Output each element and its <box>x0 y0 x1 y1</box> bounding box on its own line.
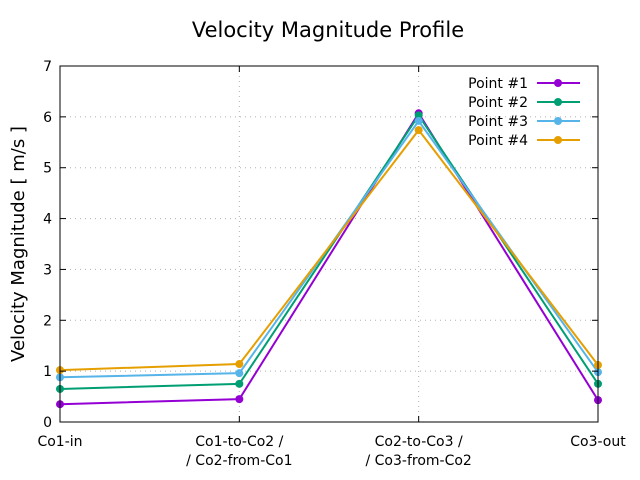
y-tick-label: 7 <box>43 59 52 75</box>
y-axis-label: Velocity Magnitude [ m/s ] <box>8 126 29 362</box>
series-2 <box>56 111 602 393</box>
legend-swatch-marker <box>554 79 562 87</box>
x-tick-label: Co1-to-Co2 // Co2-from-Co1 <box>186 434 292 469</box>
legend-swatch-marker <box>554 136 562 144</box>
legend-label: Point #2 <box>468 95 528 111</box>
y-tick-label: 4 <box>43 212 52 228</box>
series-line <box>59 113 599 390</box>
series-line <box>59 128 599 372</box>
plot-frame <box>59 65 599 423</box>
legend-label: Point #4 <box>468 133 528 149</box>
series-1 <box>56 109 602 409</box>
legend-swatch-marker <box>554 98 562 106</box>
data-point <box>235 395 244 404</box>
series-4 <box>56 126 602 375</box>
data-point <box>235 360 244 369</box>
series-layer <box>56 109 602 409</box>
x-tick-label: Co2-to-Co3 // Co3-from-Co2 <box>365 434 471 469</box>
series-line <box>59 111 599 406</box>
x-tick-label: Co1-in <box>37 434 82 450</box>
y-tick-label: 0 <box>43 415 52 431</box>
data-point <box>235 379 244 388</box>
x-tick-label: Co3-out <box>570 434 626 450</box>
y-tick-label: 3 <box>43 262 52 278</box>
legend-swatch-marker <box>554 117 562 125</box>
y-axis-ticks: 0 1 2 3 4 5 6 7 <box>43 59 598 431</box>
x-axis-ticks: Co1-in Co1-to-Co2 // Co2-from-Co1 Co2-to-C… <box>37 66 626 469</box>
legend-label: Point #1 <box>468 76 528 92</box>
data-point <box>414 111 423 120</box>
data-point <box>414 126 423 135</box>
y-tick-label: 1 <box>43 364 52 380</box>
legend: Point #1 Point #2 Point #3 Point #4 <box>468 76 580 149</box>
y-tick-label: 5 <box>43 161 52 177</box>
data-point <box>235 369 244 378</box>
y-tick-label: 6 <box>43 110 52 126</box>
chart-title: Velocity Magnitude Profile <box>192 18 464 42</box>
y-tick-label: 2 <box>43 313 52 329</box>
data-point <box>414 116 423 125</box>
legend-label: Point #3 <box>468 114 528 130</box>
